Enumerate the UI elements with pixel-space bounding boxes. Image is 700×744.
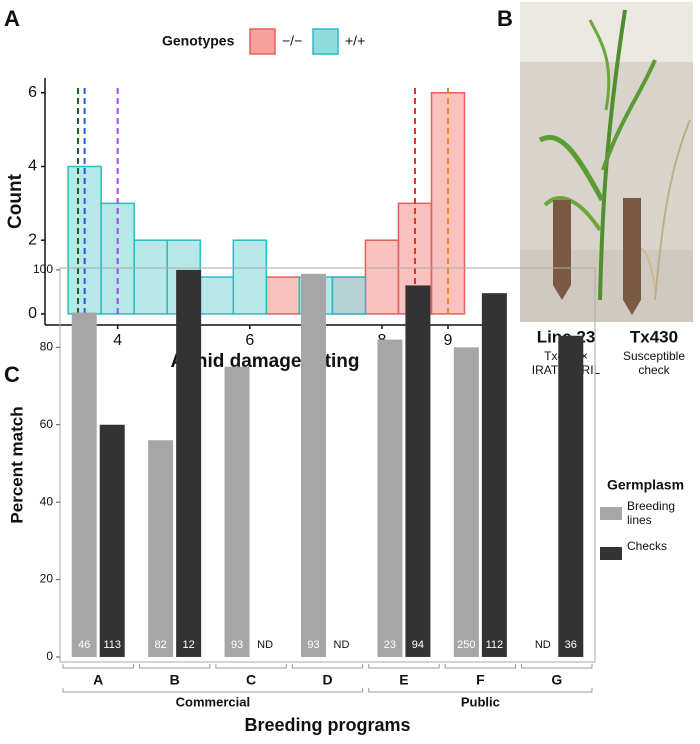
y-tick-label: 0 (28, 305, 37, 322)
bar (176, 269, 202, 657)
category-bracket (291, 664, 364, 669)
panel-label: B (497, 6, 513, 31)
sample-size-label: 23 (384, 639, 396, 651)
bar (148, 440, 174, 657)
y-tick-label: 40 (40, 494, 54, 508)
y-tick-label: 60 (40, 417, 54, 431)
y-tick-label: 2 (28, 231, 37, 248)
x-tick-label: F (476, 672, 485, 688)
histogram-bar (265, 276, 301, 315)
x-tick-label: D (322, 672, 332, 688)
category-bracket (444, 664, 517, 669)
histogram-bar (133, 239, 168, 315)
legend-title: Genotypes (162, 33, 235, 49)
group-bracket (62, 688, 364, 693)
y-tick-label: 6 (28, 84, 37, 101)
legend-title: Germplasm (607, 477, 684, 493)
sample-size-label: ND (257, 639, 273, 651)
legend-swatch (312, 28, 339, 55)
legend-swatch (249, 28, 276, 55)
plant-description: Susceptible check (622, 349, 686, 377)
y-tick-label: 20 (40, 572, 54, 586)
sample-size-label: 112 (486, 639, 504, 651)
sample-size-label: 113 (103, 639, 121, 651)
histogram-bar (331, 276, 367, 315)
sample-size-label: 93 (231, 639, 243, 651)
category-bracket (62, 664, 134, 669)
category-bracket (368, 664, 440, 669)
bar (481, 293, 507, 657)
sample-size-label: 94 (412, 639, 424, 651)
bar (377, 339, 403, 657)
x-tick-label: G (551, 672, 562, 688)
panel-label: C (4, 362, 20, 387)
bar (301, 273, 326, 657)
legend-swatch (600, 507, 622, 520)
x-tick-label: C (246, 672, 256, 688)
x-tick-label: 6 (245, 332, 254, 349)
sample-size-label: 93 (307, 639, 319, 651)
histogram-bar (364, 239, 400, 315)
sample-size-label: ND (535, 639, 551, 651)
bar (224, 366, 250, 657)
plot-frame (59, 267, 596, 663)
y-tick-label: 100 (33, 262, 53, 276)
sample-size-label: 82 (155, 639, 167, 651)
y-tick-label: 80 (40, 340, 54, 354)
plant-name: Tx430 (630, 327, 678, 346)
photo (520, 2, 693, 322)
y-tick-label: 4 (28, 158, 37, 175)
legend-label-box: Breeding lines (627, 499, 676, 527)
bar (405, 285, 431, 657)
legend-label-box: Checks (627, 539, 668, 553)
legend-label: Checks (627, 539, 668, 553)
bar (71, 312, 97, 657)
x-tick-label: B (170, 672, 180, 688)
sample-size-label: 12 (183, 639, 195, 651)
sample-size-label: 250 (457, 639, 475, 651)
group-label: Commercial (176, 694, 250, 709)
group-label: Public (461, 694, 500, 709)
y-axis-title: Count (5, 173, 26, 229)
legend-swatch (600, 547, 622, 560)
group-bracket (368, 688, 593, 693)
sample-size-label: ND (334, 639, 350, 651)
category-bracket (215, 664, 287, 669)
bar (558, 335, 584, 657)
y-tick-label: 0 (46, 649, 53, 663)
category-bracket (138, 664, 211, 669)
x-tick-label: 4 (113, 332, 122, 349)
legend-label: Breeding lines (627, 499, 676, 527)
x-tick-label: E (399, 672, 408, 688)
sample-size-label: 36 (565, 639, 577, 651)
x-tick-label: A (93, 672, 103, 688)
category-bracket (521, 664, 593, 669)
histogram-bar (232, 239, 268, 315)
panel-label: A (4, 6, 20, 31)
sample-size-label: 46 (78, 639, 90, 651)
bar (99, 424, 125, 657)
legend-label: +/+ (345, 33, 365, 49)
bar (453, 347, 479, 657)
x-tick-label: 9 (444, 332, 453, 349)
plant-description-box: Susceptible check (622, 349, 686, 377)
x-axis-title: Breeding programs (244, 715, 410, 735)
y-axis-title: Percent match (7, 406, 26, 523)
legend-label: −/− (282, 33, 302, 49)
histogram-bar (199, 276, 235, 315)
